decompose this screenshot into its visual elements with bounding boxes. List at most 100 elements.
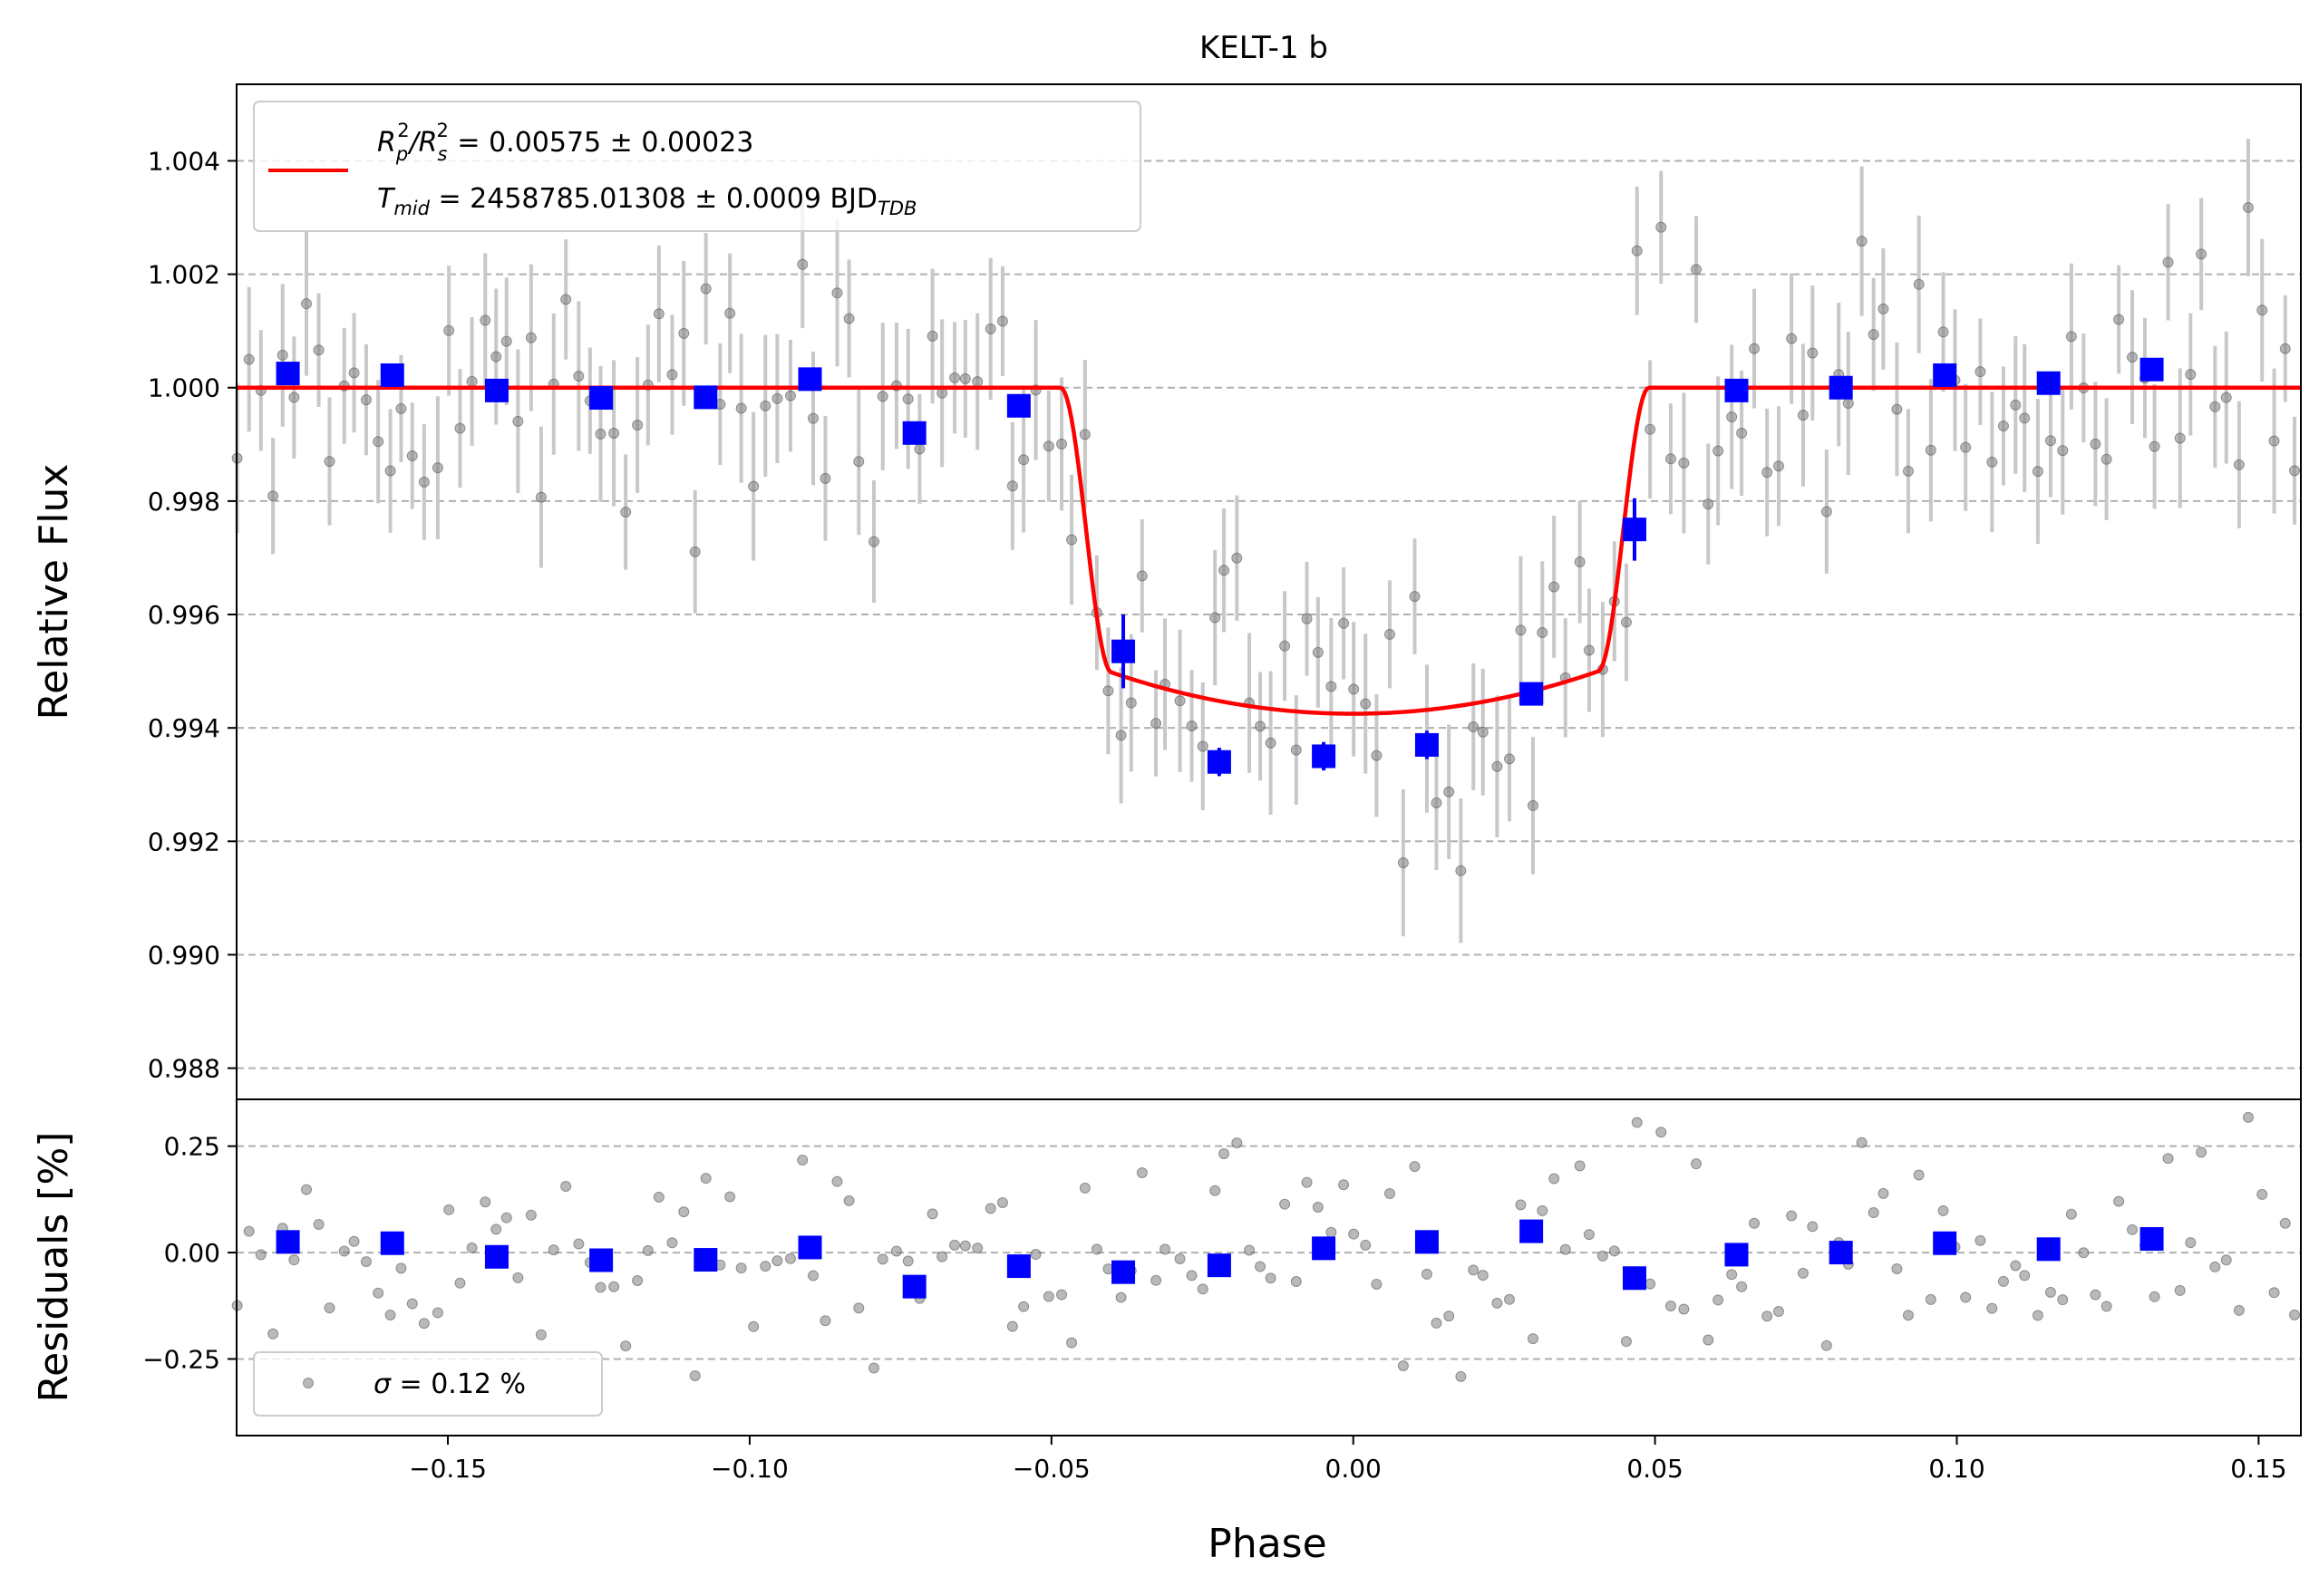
residual-point xyxy=(760,1261,771,1272)
raw-point xyxy=(2101,453,2112,465)
y-tick-label: −0.25 xyxy=(142,1344,220,1374)
residual-point xyxy=(2162,1153,2174,1165)
raw-point xyxy=(1455,865,1467,876)
raw-point xyxy=(1902,465,1914,477)
raw-point xyxy=(1290,744,1302,756)
binned-point xyxy=(1622,517,1646,542)
residual-point xyxy=(797,1154,809,1166)
residual-point xyxy=(1868,1207,1879,1219)
raw-point xyxy=(1477,726,1489,738)
raw-point xyxy=(2209,401,2221,412)
residual-point xyxy=(500,1212,512,1224)
residual-point xyxy=(1360,1239,1372,1251)
raw-point xyxy=(595,428,606,440)
raw-point xyxy=(1655,221,1667,233)
residual-point xyxy=(2032,1310,2043,1321)
residual-point xyxy=(1772,1306,1784,1318)
binned-point xyxy=(902,421,927,445)
legend-line-1: Rp2/Rs2 = 0.00575 ± 0.00023 xyxy=(377,120,753,165)
residual-point xyxy=(877,1253,888,1265)
raw-point xyxy=(1443,786,1455,798)
residual-point xyxy=(525,1209,537,1221)
residual-point xyxy=(301,1184,313,1195)
residual-point xyxy=(1371,1278,1383,1290)
residual-binned-point xyxy=(589,1248,614,1272)
raw-point xyxy=(1384,628,1396,640)
residual-point xyxy=(1079,1182,1091,1194)
residual-point xyxy=(771,1255,783,1267)
residual-point xyxy=(1631,1117,1643,1128)
residual-point xyxy=(1527,1333,1538,1345)
lightcurve-binned-points xyxy=(276,357,2164,777)
residual-point xyxy=(1409,1161,1421,1173)
residual-point xyxy=(2149,1291,2160,1302)
residual-point xyxy=(1960,1291,1972,1303)
residual-point xyxy=(1056,1289,1068,1301)
x-tick-label: −0.05 xyxy=(1013,1454,1091,1484)
raw-point xyxy=(808,412,820,424)
raw-point xyxy=(843,313,855,324)
binned-point xyxy=(1829,375,1853,400)
raw-point xyxy=(678,327,690,339)
residual-point xyxy=(1620,1336,1632,1348)
raw-point xyxy=(406,450,418,462)
raw-point xyxy=(324,456,335,468)
raw-point xyxy=(500,335,512,347)
y-tick-label: 0.988 xyxy=(148,1054,220,1084)
raw-point xyxy=(1209,612,1221,624)
raw-point xyxy=(384,465,396,477)
raw-point xyxy=(573,371,585,382)
residual-point xyxy=(267,1328,279,1340)
residual-point xyxy=(2209,1261,2221,1272)
residual-point xyxy=(1891,1262,1903,1274)
raw-point xyxy=(2220,392,2232,403)
residual-point xyxy=(1548,1173,1560,1185)
residual-point xyxy=(949,1239,961,1251)
residual-point xyxy=(595,1282,606,1293)
raw-point xyxy=(985,323,996,334)
residual-point xyxy=(1504,1293,1516,1305)
raw-point xyxy=(1772,460,1784,472)
raw-point xyxy=(1937,326,1949,338)
residual-point xyxy=(1431,1317,1442,1329)
raw-point xyxy=(1786,333,1798,344)
raw-point xyxy=(2113,314,2125,325)
raw-point xyxy=(1913,278,1925,290)
y-tick-label: 0.25 xyxy=(164,1132,220,1162)
y-tick-label: 0.996 xyxy=(148,600,220,630)
raw-point xyxy=(1371,750,1383,761)
binned-point xyxy=(1006,393,1031,418)
residual-point xyxy=(1160,1243,1171,1255)
raw-point xyxy=(1197,740,1208,752)
residual-point xyxy=(2256,1188,2268,1200)
raw-point xyxy=(525,332,537,343)
raw-point xyxy=(1409,591,1421,603)
residual-point xyxy=(1537,1204,1548,1216)
raw-point xyxy=(2162,256,2174,268)
residuals-legend-text: σ = 0.12 % xyxy=(374,1369,526,1400)
raw-point xyxy=(2032,466,2043,478)
residual-point xyxy=(1279,1198,1291,1210)
raw-point xyxy=(1878,303,1889,314)
residual-point xyxy=(1265,1272,1276,1284)
raw-point xyxy=(466,375,478,387)
residual-point xyxy=(313,1218,325,1230)
residual-binned-point xyxy=(1724,1243,1749,1267)
lightcurve-y-ticks: 0.988 0.990 0.992 0.994 0.996 0.998 1.000 1.002… xyxy=(148,146,237,1084)
raw-point xyxy=(820,472,831,484)
residual-point xyxy=(996,1196,1008,1208)
raw-point xyxy=(1255,721,1266,732)
residual-point xyxy=(1491,1297,1503,1309)
residual-point xyxy=(2289,1309,2301,1320)
residual-point xyxy=(2044,1286,2056,1298)
x-tick-label: 0.05 xyxy=(1626,1454,1683,1484)
raw-point xyxy=(1997,421,2009,432)
raw-point xyxy=(418,476,430,488)
residuals-axes-frame xyxy=(236,1098,2302,1436)
residual-point xyxy=(853,1302,865,1314)
raw-point xyxy=(1548,581,1560,593)
residual-point xyxy=(608,1281,620,1292)
residual-point xyxy=(642,1244,654,1256)
residual-point xyxy=(324,1302,335,1314)
